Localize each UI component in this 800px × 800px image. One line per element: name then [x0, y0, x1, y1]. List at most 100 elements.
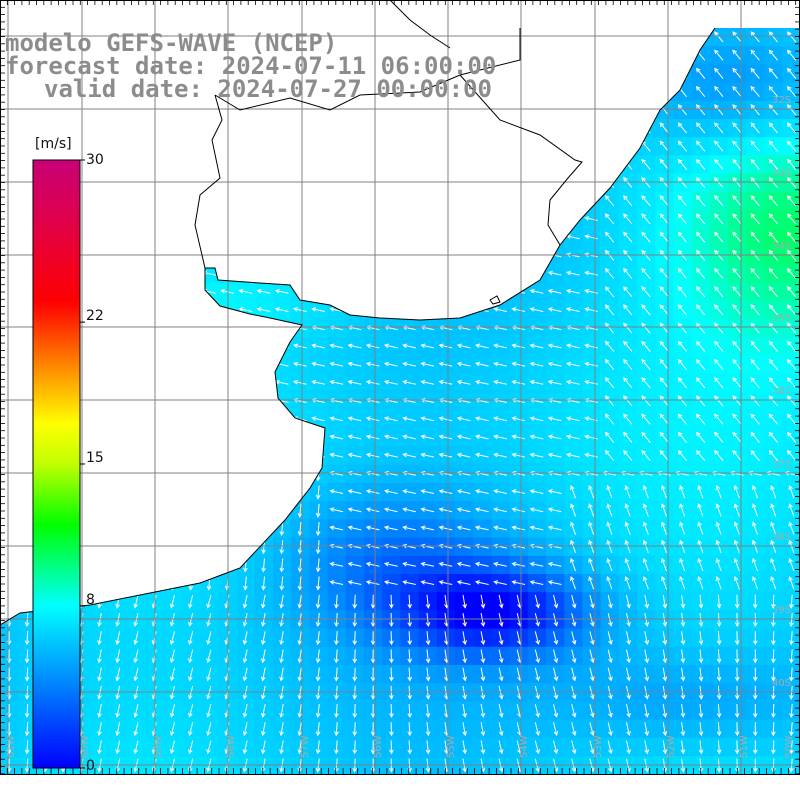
wind-arrow	[732, 104, 742, 116]
wind-arrow	[641, 449, 651, 462]
wind-arrow	[493, 434, 507, 440]
wind-arrow	[659, 213, 669, 225]
wind-arrow	[641, 413, 651, 425]
wind-arrow	[714, 286, 724, 298]
wind-arrow	[677, 322, 687, 334]
wind-arrow	[311, 307, 325, 312]
latitude-label: 36S	[772, 386, 791, 397]
wind-arrow	[383, 361, 398, 367]
wind-arrow	[768, 67, 778, 79]
wind-arrow	[786, 431, 797, 443]
wind-arrow	[786, 231, 797, 243]
wind-arrow	[768, 104, 778, 116]
wind-arrow	[365, 416, 380, 422]
wind-arrow	[438, 379, 453, 385]
wind-arrow	[786, 122, 797, 134]
wind-arrow	[695, 322, 706, 334]
wind-arrow	[604, 413, 615, 425]
wind-arrow	[493, 361, 507, 367]
wind-arrow	[677, 358, 687, 371]
wind-arrow	[714, 49, 724, 61]
wind-arrow	[695, 358, 706, 371]
wind-arrow	[311, 379, 325, 385]
wind-arrow	[786, 67, 797, 79]
wind-arrow	[565, 416, 580, 422]
wind-arrow	[311, 343, 325, 349]
wind-arrow	[383, 434, 398, 440]
wind-arrow	[311, 361, 325, 367]
wind-arrow	[695, 377, 706, 389]
wind-arrow	[456, 416, 471, 422]
wind-arrow	[604, 358, 615, 371]
wind-arrow	[659, 267, 669, 280]
wind-arrow	[750, 85, 760, 98]
wind-arrow	[750, 267, 760, 280]
wind-arrow	[768, 140, 778, 152]
wind-arrow	[529, 452, 544, 458]
wind-arrow	[786, 158, 797, 170]
wind-arrow	[732, 358, 742, 371]
wind-arrow	[750, 413, 760, 425]
wind-arrow	[292, 343, 307, 349]
longitude-label: 61W	[6, 735, 17, 758]
wind-arrow	[786, 322, 797, 334]
wind-arrow	[732, 122, 742, 134]
wind-arrow	[456, 361, 471, 367]
wind-arrow	[750, 449, 760, 462]
wind-arrow	[786, 213, 797, 225]
wind-arrow	[677, 213, 687, 225]
wind-arrow	[565, 452, 580, 458]
wind-arrow	[641, 267, 651, 280]
wind-arrow	[768, 85, 778, 98]
wind-arrow	[714, 31, 724, 43]
wind-arrow	[732, 67, 742, 79]
wind-arrow	[677, 286, 687, 298]
wind-arrow	[695, 85, 706, 98]
wind-arrow	[732, 377, 742, 389]
wind-arrow	[565, 288, 580, 294]
wind-arrow	[623, 322, 633, 334]
wind-arrow	[623, 304, 633, 316]
wind-arrow	[584, 288, 598, 294]
longitude-label: 55W	[446, 735, 457, 758]
wind-arrow	[732, 195, 742, 207]
wind-arrow	[623, 286, 633, 298]
colorbar-tick-label: 0	[86, 758, 95, 774]
wind-arrow	[750, 322, 760, 334]
colorbar-unit: [m/s]	[35, 136, 72, 152]
wind-arrow	[329, 361, 344, 367]
wind-arrow	[695, 176, 706, 189]
longitude-label: 56W	[373, 735, 384, 758]
wind-arrow	[641, 231, 651, 243]
wind-arrow	[402, 361, 416, 367]
wind-arrow	[732, 31, 742, 43]
wind-arrow	[438, 416, 453, 422]
wind-arrow	[604, 286, 615, 298]
latitude-label: 38S	[772, 532, 791, 543]
wind-arrow	[659, 304, 669, 316]
wind-arrow	[786, 340, 797, 352]
wind-arrow	[750, 122, 760, 134]
wind-arrow	[695, 395, 706, 407]
wind-arrow	[347, 452, 362, 458]
wind-arrow	[474, 434, 489, 440]
wind-arrow	[511, 307, 526, 312]
wind-arrow	[659, 231, 669, 243]
wind-arrow	[604, 213, 615, 225]
wind-arrow	[732, 413, 742, 425]
wind-arrow	[695, 231, 706, 243]
wind-arrow	[511, 452, 526, 458]
colorbar-tick-label: 15	[86, 450, 104, 466]
wind-arrow	[695, 195, 706, 207]
wind-arrow	[659, 158, 669, 170]
wind-arrow	[695, 267, 706, 280]
latitude-label: 34S	[772, 241, 791, 252]
longitude-label: 59W	[153, 735, 164, 758]
wind-arrow	[732, 322, 742, 334]
wind-arrow	[786, 49, 797, 61]
wind-arrow	[641, 322, 651, 334]
wind-arrow	[604, 340, 615, 352]
wind-arrow	[584, 216, 598, 221]
wind-arrow	[493, 307, 507, 312]
wind-arrow	[714, 176, 724, 189]
